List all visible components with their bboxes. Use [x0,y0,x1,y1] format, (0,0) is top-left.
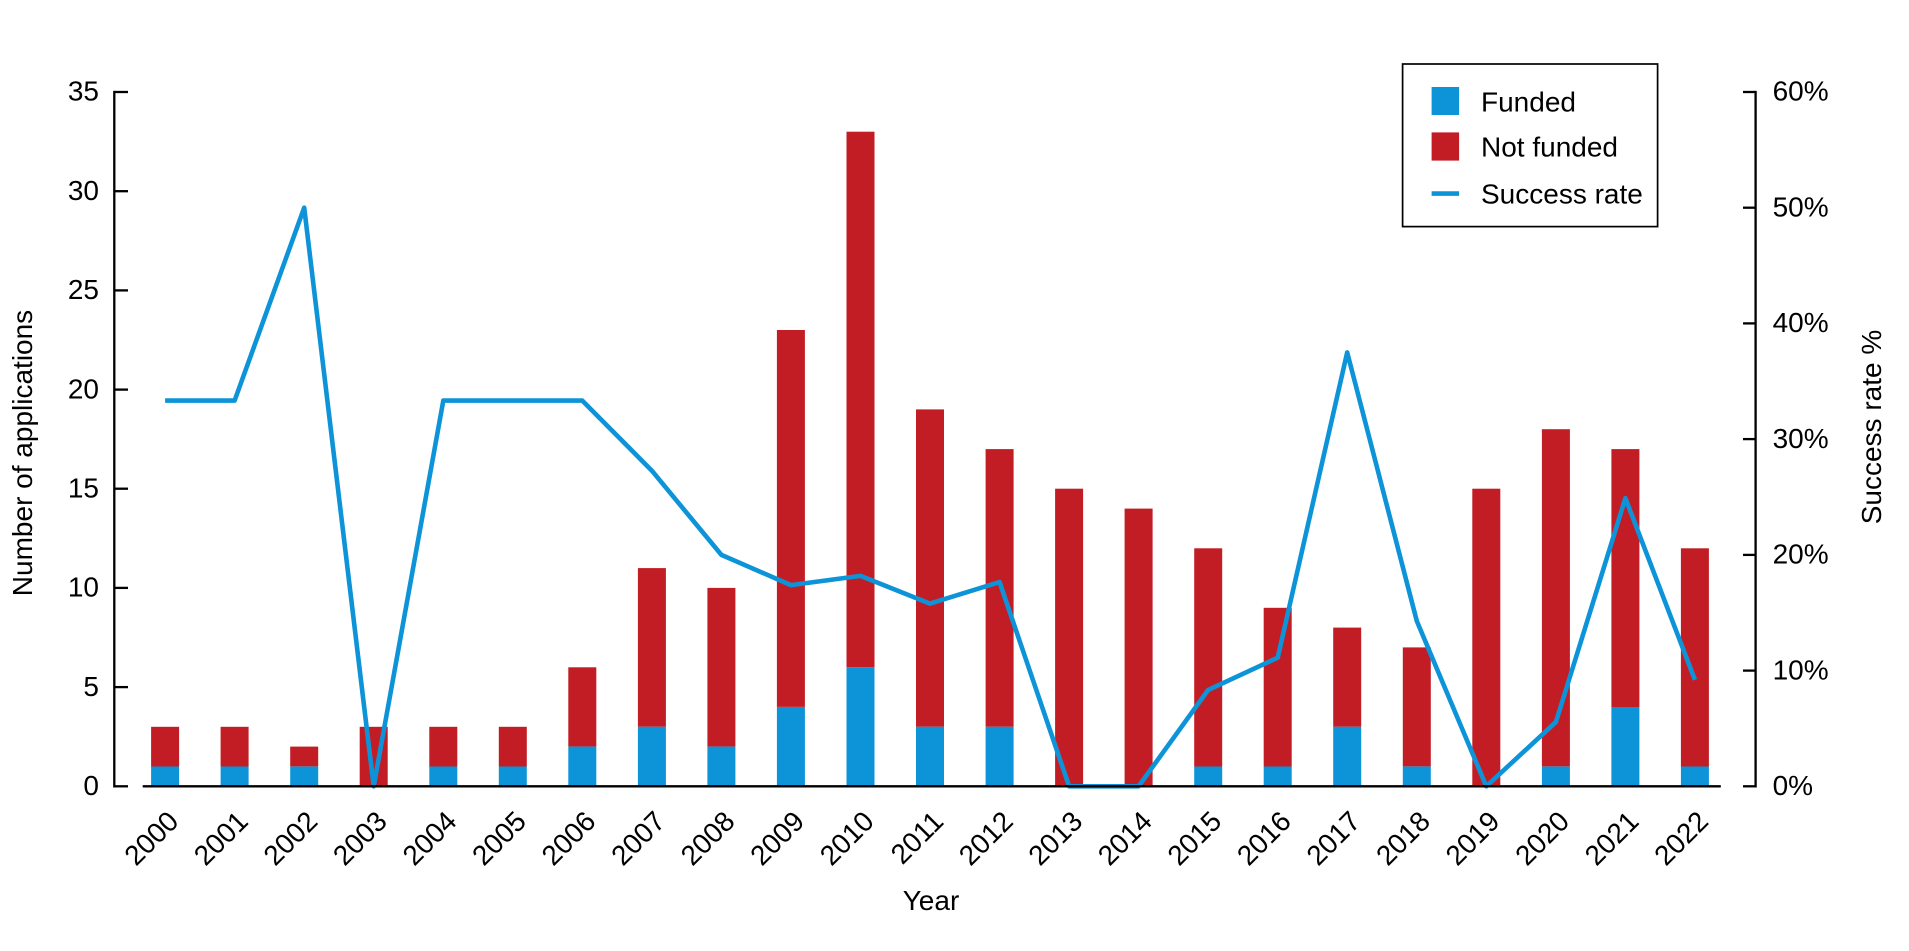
svg-text:20%: 20% [1773,539,1829,570]
svg-text:35: 35 [68,76,99,107]
svg-text:20: 20 [68,373,99,404]
svg-text:Year: Year [903,885,960,916]
svg-text:30: 30 [68,175,99,206]
svg-text:40%: 40% [1773,307,1829,338]
svg-text:15: 15 [68,472,99,503]
svg-text:Number of applications: Number of applications [7,310,38,596]
svg-text:0: 0 [83,770,99,801]
svg-text:0%: 0% [1773,770,1813,801]
svg-text:5: 5 [83,671,99,702]
svg-text:50%: 50% [1773,191,1829,222]
svg-text:Not funded: Not funded [1481,132,1618,163]
svg-text:Funded: Funded [1481,87,1576,118]
svg-text:10: 10 [68,572,99,603]
svg-text:Success rate: Success rate [1481,179,1643,210]
svg-text:30%: 30% [1773,423,1829,454]
svg-text:10%: 10% [1773,654,1829,685]
svg-text:25: 25 [68,274,99,305]
svg-text:Success rate %: Success rate % [1856,330,1887,525]
svg-text:60%: 60% [1773,76,1829,107]
